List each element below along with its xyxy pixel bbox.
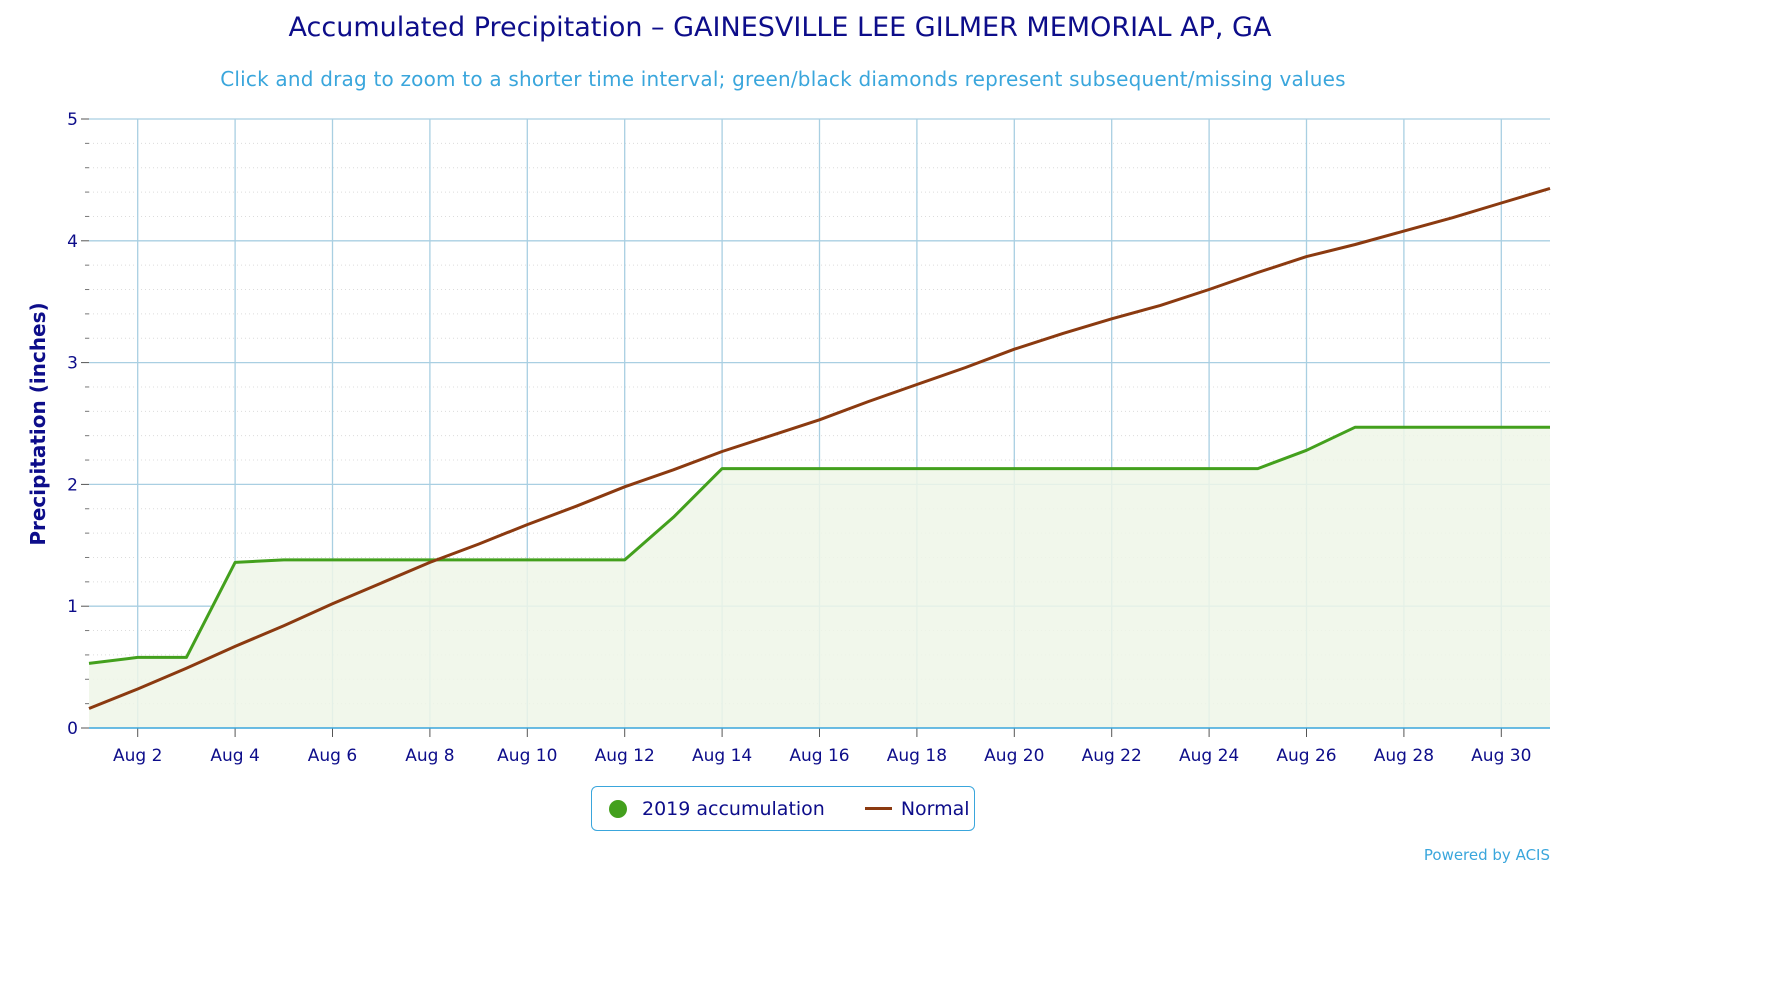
legend-line-icon bbox=[864, 807, 892, 810]
legend-label-normal: Normal bbox=[900, 797, 970, 820]
legend-dot-icon bbox=[609, 799, 627, 818]
series-line-2019 bbox=[88, 425, 1550, 665]
y-tick-label: 4 bbox=[67, 232, 78, 252]
x-tick-label: Aug 2 bbox=[113, 746, 162, 766]
y-tick-label: 1 bbox=[67, 597, 78, 617]
x-tick-label: Aug 12 bbox=[595, 746, 655, 766]
y-tick-label: 0 bbox=[67, 719, 78, 739]
x-tick-label: Aug 24 bbox=[1179, 746, 1239, 766]
y-tick-label: 5 bbox=[67, 110, 78, 130]
legend-label-2019: 2019 accumulation bbox=[642, 797, 825, 820]
series-line-normal bbox=[88, 186, 1551, 710]
series-area-2019 bbox=[89, 427, 1550, 728]
x-tick-label: Aug 14 bbox=[692, 746, 752, 766]
axis-layer: 0 1 2 3 4 5 Aug 2 Aug 4 Aug 6 Aug 8 Aug 10 Aug 12 Au… bbox=[67, 110, 1550, 766]
legend-item-normal[interactable]: Normal bbox=[825, 798, 970, 820]
x-tick-label: Aug 10 bbox=[497, 746, 557, 766]
x-tick-label: Aug 6 bbox=[308, 746, 357, 766]
x-tick-label: Aug 20 bbox=[984, 746, 1044, 766]
y-axis-label: Precipitation (inches) bbox=[26, 302, 50, 545]
y-tick-label: 2 bbox=[67, 475, 78, 495]
x-tick-label: Aug 16 bbox=[789, 746, 849, 766]
chart-subtitle: Click and drag to zoom to a shorter time… bbox=[220, 67, 1346, 91]
x-tick-label: Aug 26 bbox=[1276, 746, 1336, 766]
x-tick-label: Aug 30 bbox=[1471, 746, 1531, 766]
x-tick-label: Aug 22 bbox=[1082, 746, 1142, 766]
x-tick-label: Aug 28 bbox=[1374, 746, 1434, 766]
series-layer bbox=[88, 186, 1551, 728]
x-tick-label: Aug 18 bbox=[887, 746, 947, 766]
chart-title: Accumulated Precipitation – GAINESVILLE … bbox=[288, 12, 1272, 43]
x-tick-label: Aug 4 bbox=[210, 746, 259, 766]
legend-item-2019[interactable]: 2019 accumulation bbox=[592, 798, 825, 820]
powered-by-credit[interactable]: Powered by ACIS bbox=[1423, 846, 1550, 864]
chart-legend: 2019 accumulation Normal bbox=[591, 786, 975, 831]
y-tick-label: 3 bbox=[67, 354, 78, 374]
x-tick-label: Aug 8 bbox=[405, 746, 454, 766]
